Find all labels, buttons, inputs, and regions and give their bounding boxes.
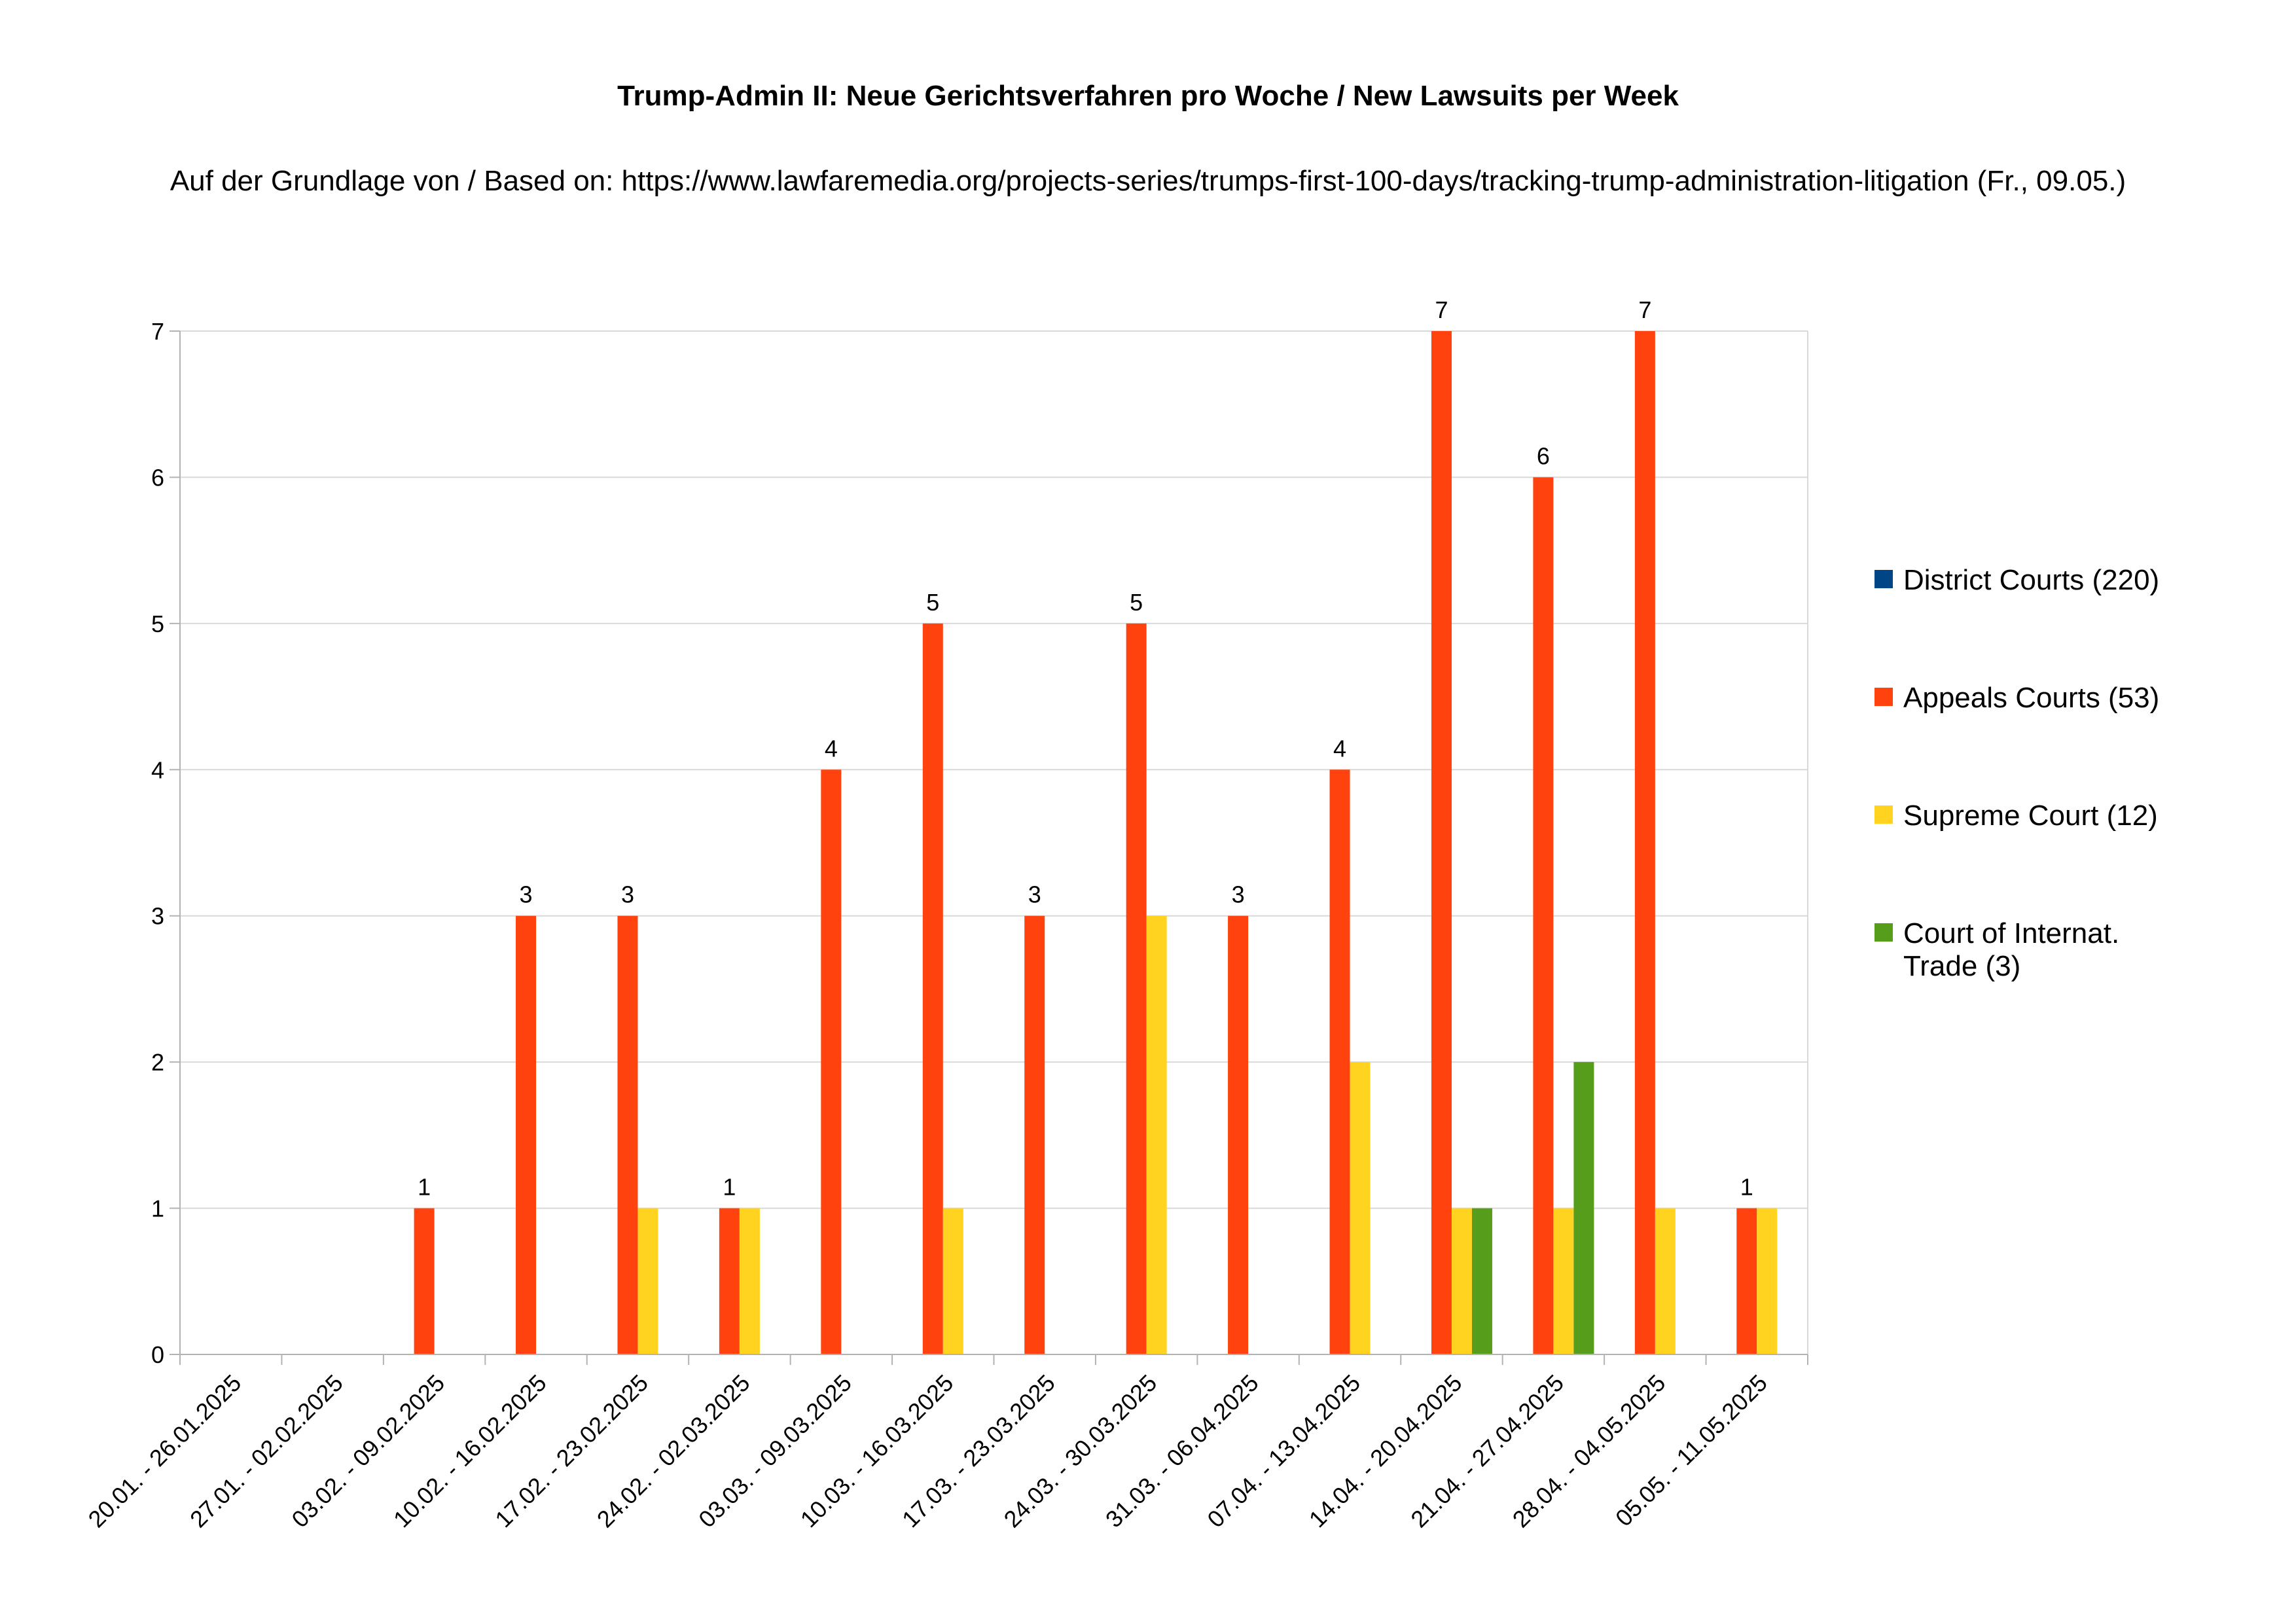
y-tick-label: 6: [151, 464, 164, 491]
y-tick-label: 7: [151, 318, 164, 345]
y-tick-label: 4: [151, 756, 164, 783]
bar: [1431, 331, 1452, 1354]
bar: [1451, 1208, 1472, 1354]
bar: [719, 1208, 740, 1354]
bar: [821, 769, 842, 1354]
y-tick-label: 5: [151, 610, 164, 637]
bar: [1634, 331, 1655, 1354]
y-tick-label: 2: [151, 1049, 164, 1076]
data-labels: 1 3 3 1 4 5 3 5 3 4 7 6 7 1: [418, 296, 1753, 1201]
bar: [1024, 915, 1045, 1354]
bars: [414, 331, 1778, 1354]
data-label: 5: [926, 589, 939, 616]
data-label: 3: [621, 881, 634, 908]
bar: [739, 1208, 760, 1354]
data-label: 4: [1333, 735, 1346, 762]
legend-label: Supreme Court (12): [1903, 800, 2158, 832]
chart-title: Trump-Admin II: Neue Gerichtsverfahren p…: [617, 80, 1679, 112]
gridlines: [180, 330, 1808, 1355]
data-label: 1: [723, 1174, 736, 1201]
bar: [637, 1208, 658, 1354]
bar: [1757, 1208, 1778, 1354]
legend: District Courts (220) Appeals Courts (53)…: [1874, 564, 2159, 982]
chart-subtitle: Auf der Grundlage von / Based on: https:…: [170, 165, 2126, 197]
legend-label: District Courts (220): [1903, 564, 2159, 596]
y-tick-label: 0: [151, 1341, 164, 1368]
bar: [414, 1208, 435, 1354]
bar: [1736, 1208, 1757, 1354]
data-label: 1: [1740, 1174, 1753, 1201]
bar: [1553, 1208, 1574, 1354]
legend-swatch: [1874, 923, 1893, 942]
bar: [942, 1208, 963, 1354]
y-tick-label: 1: [151, 1195, 164, 1222]
data-label: 3: [520, 881, 533, 908]
bar: [1126, 623, 1147, 1354]
legend-swatch: [1874, 805, 1893, 824]
legend-swatch: [1874, 570, 1893, 588]
bar: [1329, 769, 1350, 1354]
data-label: 1: [418, 1174, 431, 1201]
data-label: 7: [1435, 296, 1448, 323]
data-label: 5: [1130, 589, 1143, 616]
bar: [1533, 477, 1554, 1354]
legend-label: Court of Internat.: [1903, 917, 2119, 949]
bar: [516, 915, 537, 1354]
bar: [1471, 1208, 1492, 1354]
bar: [617, 915, 638, 1354]
bar: [1350, 1062, 1371, 1354]
legend-swatch: [1874, 688, 1893, 706]
data-label: 6: [1537, 442, 1550, 469]
bar: [922, 623, 943, 1354]
data-label: 7: [1638, 296, 1651, 323]
legend-label: Appeals Courts (53): [1903, 682, 2159, 714]
bar: [1146, 915, 1167, 1354]
data-label: 3: [1232, 881, 1245, 908]
data-label: 4: [825, 735, 838, 762]
bar: [1228, 915, 1249, 1354]
data-label: 3: [1028, 881, 1041, 908]
y-tick-label: 3: [151, 903, 164, 930]
bar: [1573, 1062, 1594, 1354]
legend-label: Trade (3): [1903, 950, 2020, 982]
bar: [1655, 1208, 1676, 1354]
